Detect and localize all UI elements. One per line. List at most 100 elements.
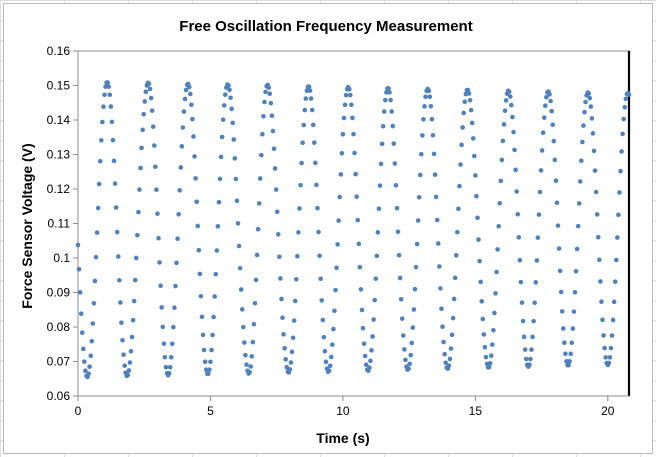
data-point <box>322 348 328 354</box>
data-point <box>199 314 205 320</box>
data-point <box>162 354 168 360</box>
data-point <box>100 119 105 125</box>
data-point <box>447 356 453 362</box>
data-point <box>426 88 432 94</box>
data-point <box>130 317 136 323</box>
y-axis: 0.06 0.07 0.08 0.09 0.1 0.11 0.12 0.13 0.14 0.15 0… <box>47 44 78 403</box>
data-point <box>482 344 488 350</box>
data-point <box>255 226 261 232</box>
data-point <box>541 115 547 120</box>
data-point <box>613 257 619 263</box>
data-point <box>261 114 266 119</box>
data-point <box>518 279 524 285</box>
data-point <box>361 341 367 347</box>
data-point <box>99 138 104 143</box>
data-point <box>594 212 600 217</box>
y-tick-label: 0.11 <box>48 217 71 231</box>
data-point <box>500 138 506 144</box>
data-point <box>117 277 122 283</box>
data-point <box>429 116 435 122</box>
data-point <box>513 167 518 173</box>
data-point <box>192 154 197 159</box>
data-point <box>382 97 388 103</box>
data-point <box>340 132 346 137</box>
data-point <box>352 150 357 156</box>
data-point <box>411 307 417 312</box>
data-point <box>415 218 421 223</box>
data-point <box>421 117 426 122</box>
data-point <box>538 168 544 173</box>
data-point <box>573 268 579 274</box>
data-point <box>107 92 113 98</box>
data-point <box>595 234 601 240</box>
data-point <box>553 178 559 183</box>
data-point <box>506 89 512 95</box>
data-point <box>456 206 461 212</box>
data-point <box>319 298 325 303</box>
data-point <box>271 146 277 152</box>
data-point <box>511 129 516 135</box>
data-point <box>441 339 446 345</box>
data-point <box>297 206 302 211</box>
data-point <box>350 115 355 121</box>
data-point <box>534 258 540 263</box>
data-point <box>129 334 135 340</box>
data-point <box>559 309 565 314</box>
data-point <box>439 306 444 311</box>
data-point <box>158 283 163 289</box>
data-point <box>252 300 258 306</box>
data-point <box>527 362 532 368</box>
data-point <box>150 124 156 129</box>
data-point <box>395 229 401 235</box>
data-point <box>362 353 368 359</box>
y-tick-label: 0.06 <box>47 389 71 403</box>
data-point <box>370 334 375 339</box>
data-point <box>576 201 582 206</box>
data-point <box>143 89 149 95</box>
data-point <box>612 279 618 284</box>
data-point <box>503 98 509 103</box>
data-point <box>542 103 548 109</box>
data-point <box>480 316 486 322</box>
data-point <box>490 342 495 347</box>
data-point <box>290 335 296 341</box>
data-point <box>499 157 505 163</box>
data-point <box>600 317 605 323</box>
data-point <box>160 324 166 330</box>
data-point <box>582 109 587 115</box>
y-tick-label: 0.15 <box>47 79 71 93</box>
data-point <box>617 190 622 195</box>
data-point <box>266 85 272 90</box>
data-point <box>590 131 596 136</box>
data-point <box>121 352 126 358</box>
data-point <box>248 364 254 369</box>
data-point <box>437 264 442 269</box>
data-point <box>486 364 492 370</box>
data-point <box>235 221 241 226</box>
data-point <box>189 102 194 108</box>
data-point <box>243 352 248 358</box>
data-point <box>380 123 386 129</box>
data-point <box>397 275 403 281</box>
data-point <box>76 266 82 272</box>
data-point <box>310 122 316 128</box>
data-point <box>558 289 564 295</box>
data-point <box>577 179 583 184</box>
data-point <box>455 229 460 235</box>
data-point <box>381 109 387 114</box>
y-tick-label: 0.07 <box>47 355 71 369</box>
data-point <box>119 320 124 326</box>
data-point <box>401 333 406 338</box>
data-point <box>626 92 632 97</box>
data-point <box>257 176 263 181</box>
data-point <box>214 248 220 253</box>
y-tick-label: 0.12 <box>47 182 71 196</box>
data-point <box>300 140 305 146</box>
data-point <box>520 318 526 324</box>
data-point <box>101 104 106 109</box>
data-point <box>233 176 239 182</box>
data-point <box>270 128 276 134</box>
data-point <box>514 189 519 194</box>
data-point <box>434 217 440 223</box>
